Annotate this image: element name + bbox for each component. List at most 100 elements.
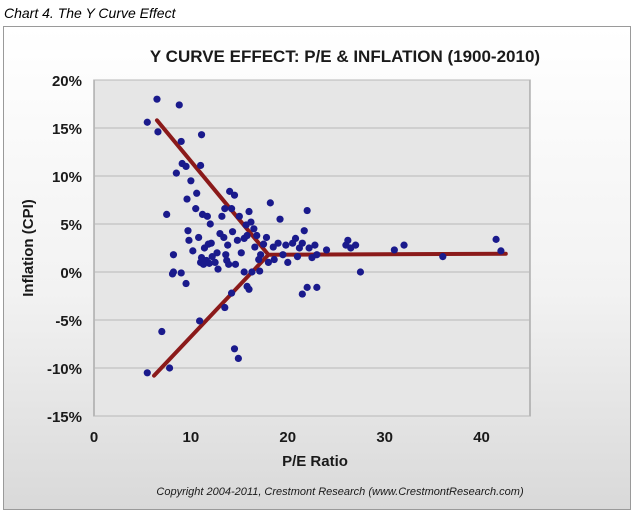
scatter-point [305,244,313,252]
scatter-point [143,369,151,377]
scatter-point [172,169,180,177]
y-tick-label: -10% [47,361,82,378]
scatter-point [282,241,290,249]
scatter-point [154,128,162,136]
chart-title: Y CURVE EFFECT: P/E & INFLATION (1900-20… [150,47,540,66]
scatter-point [177,269,185,277]
scatter-point [276,215,284,223]
scatter-point [247,218,255,226]
scatter-point [192,205,200,213]
scatter-point [439,253,447,261]
scatter-point [262,233,271,242]
scatter-point [197,131,206,139]
scatter-point [224,241,232,249]
scatter-point [257,251,265,259]
y-tick-label: 0% [60,265,82,282]
scatter-point [208,253,216,261]
y-tick-label: -5% [55,313,82,330]
scatter-point [230,345,239,353]
scatter-point [284,258,292,266]
scatter-point [193,189,201,197]
scatter-point [279,251,287,259]
scatter-point [291,234,300,242]
scatter-point [163,210,171,218]
scatter-point [195,233,203,242]
x-tick-label: 30 [376,429,393,446]
scatter-point [352,241,360,249]
scatter-point [230,191,239,199]
scatter-point [245,207,253,216]
scatter-point [214,265,222,273]
scatter-point [293,253,302,261]
scatter-point [177,137,185,146]
scatter-point [344,236,352,244]
scatter-point [270,255,278,264]
x-tick-label: 40 [473,429,490,446]
trend-line [152,252,271,378]
x-tick-label: 10 [183,429,200,446]
scatter-point [206,220,214,228]
scatter-point [256,267,264,275]
copyright-note: Copyright 2004-2011, Crestmont Research … [156,486,524,498]
scatter-point [168,270,177,278]
scatter-point [400,241,408,249]
x-axis-label: P/E Ratio [282,453,348,470]
scatter-point [250,225,258,233]
scatter-point [205,259,213,267]
scatter-point [227,205,236,213]
scatter-point [233,236,241,244]
scatter-point [228,228,237,236]
scatter-point [390,246,398,254]
scatter-point [266,199,274,207]
y-tick-label: 5% [60,217,82,234]
scatter-point [303,206,311,215]
x-tick-labels: 0 10 20 30 40 [90,429,490,446]
scatter-point [497,247,505,255]
scatter-point [234,354,242,362]
x-tick-label: 20 [279,429,296,446]
scatter-point [227,289,236,297]
scatter-point [187,177,195,185]
y-tick-label: 20% [52,73,82,90]
scatter-point [222,251,230,259]
scatter-point [203,212,211,220]
scatter-point [311,241,319,249]
scatter-point [240,268,248,276]
scatter-point [169,251,178,259]
scatter-point [300,227,308,235]
scatter-point [221,205,229,213]
scatter-point [158,327,166,336]
scatter-point [184,227,192,235]
trend-line [154,118,271,257]
scatter-point [196,317,204,325]
scatter-point [243,231,251,240]
scatter-point [189,247,197,255]
scatter-point [231,260,240,268]
scatter-point [182,279,190,288]
scatter-point [298,239,306,247]
scatter-point [237,249,245,257]
scatter-point [264,258,272,266]
scatter-point [322,246,331,254]
scatter-point [220,233,228,242]
scatter-point [253,231,261,240]
scatter-point [225,260,233,268]
scatter-point [313,251,321,259]
scatter-point [303,283,311,291]
y-tick-labels: 20% 15% 10% 5% 0% -5% -10% -15% [47,73,82,426]
scatter-point [182,162,190,170]
y-axis-label: Inflation (CPI) [20,199,37,297]
scatter-point [196,161,205,170]
scatter-point [211,258,219,266]
y-tick-label: -15% [47,409,82,426]
scatter-point [269,243,277,251]
scatter-point [213,249,221,257]
scatter-point [235,212,243,220]
scatter-point [221,303,229,312]
scatter-point [259,240,268,248]
trend-lines [152,118,508,378]
figure-caption: Chart 4. The Y Curve Effect [4,5,176,21]
scatter-point [226,187,234,195]
scatter-point [356,268,365,276]
